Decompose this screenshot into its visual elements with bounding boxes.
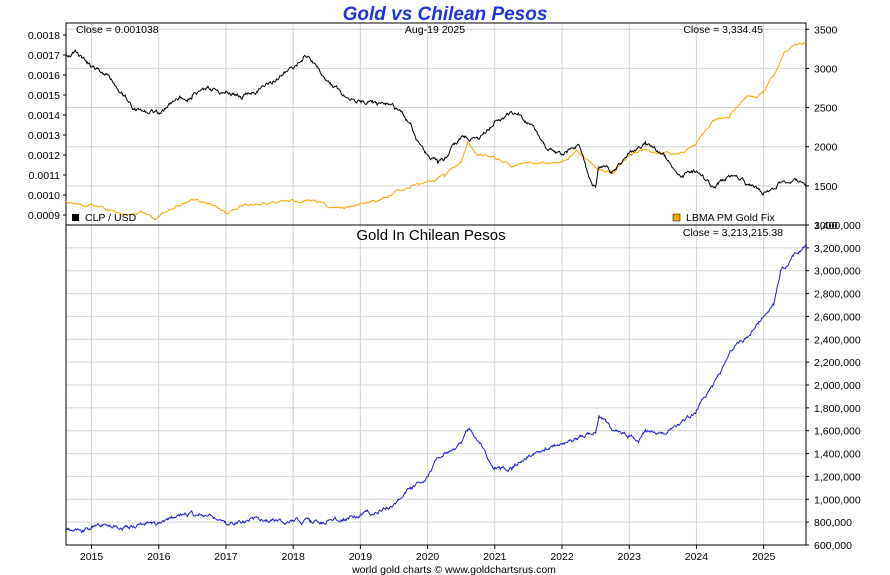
- legend-label-gold-fix: LBMA PM Gold Fix: [686, 212, 775, 224]
- x-tick-label: 2022: [550, 551, 574, 563]
- left-tick-label: 0.0015: [28, 90, 60, 102]
- x-tick-label: 2019: [349, 551, 373, 563]
- x-tick-label: 2018: [281, 551, 305, 563]
- upper-header-right: Close = 3,334.45: [683, 24, 763, 36]
- right-tick-label: 3000: [814, 63, 838, 75]
- lower-header-right: Close = 3,213,215.38: [683, 227, 783, 239]
- x-tick-label: 2015: [80, 551, 104, 563]
- lower-right-tick-label: 2,200,000: [814, 357, 861, 369]
- lower-right-tick-label: 3,200,000: [814, 243, 861, 255]
- upper-plot-frame: [65, 22, 807, 226]
- x-tick-label: 2023: [618, 551, 642, 563]
- left-tick-label: 0.0018: [28, 30, 60, 42]
- x-tick-label: 2021: [483, 551, 507, 563]
- lower-right-tick-label: 2,000,000: [814, 380, 861, 392]
- legend-swatch-clp-usd: [72, 214, 79, 221]
- right-tick-label: 3500: [814, 24, 838, 36]
- upper-series-lines: [65, 41, 807, 220]
- x-tick-label: 2017: [214, 551, 238, 563]
- x-tick-label: 2020: [416, 551, 440, 563]
- x-tick-label: 2024: [685, 551, 709, 563]
- lower-right-axis: 600,000 800,000 1,000,000 1,200,000 1,400,00…: [806, 220, 861, 552]
- series-line-clp-usd: [65, 49, 807, 196]
- left-tick-label: 0.0014: [28, 110, 60, 122]
- lower-series-lines: [65, 244, 807, 534]
- left-tick-label: 0.0010: [28, 190, 60, 202]
- legend-label-clp-usd: CLP / USD: [85, 212, 137, 224]
- right-tick-label: 1000: [814, 220, 838, 232]
- lower-right-tick-label: 1,400,000: [814, 449, 861, 461]
- left-tick-label: 0.0013: [28, 130, 60, 142]
- lower-right-tick-label: 2,600,000: [814, 311, 861, 323]
- left-tick-label: 0.0017: [28, 50, 60, 62]
- lower-right-tick-label: 1,000,000: [814, 494, 861, 506]
- upper-grid: [66, 23, 806, 226]
- lower-right-tick-label: 800,000: [814, 517, 852, 529]
- x-tick-label: 2016: [147, 551, 171, 563]
- lower-right-tick-label: 600,000: [814, 540, 852, 552]
- lower-right-tick-label: 2,400,000: [814, 334, 861, 346]
- right-tick-label: 1500: [814, 181, 838, 193]
- right-tick-label: 2000: [814, 142, 838, 154]
- footer-credit: world gold charts © www.goldchartsrus.co…: [351, 564, 556, 575]
- lower-grid: [66, 224, 806, 546]
- left-tick-label: 0.0012: [28, 150, 60, 162]
- right-tick-label: 2500: [814, 103, 838, 115]
- lower-right-tick-label: 1,600,000: [814, 426, 861, 438]
- chart-title: Gold vs Chilean Pesos: [343, 4, 548, 25]
- lower-right-tick-label: 2,800,000: [814, 289, 861, 301]
- lower-right-tick-label: 3,000,000: [814, 266, 861, 278]
- lower-right-tick-label: 3,400,000: [814, 220, 861, 232]
- upper-header-left: Close = 0.001038: [76, 24, 159, 36]
- upper-right-axis: 1000 1500 2000 2500 3000 3500: [806, 24, 838, 232]
- x-axis: 2015 2016 2017 2018 2019 2020 2021 2022 2023 2024…: [80, 545, 776, 563]
- left-tick-label: 0.0016: [28, 70, 60, 82]
- series-line-gold-in-clp: [65, 244, 807, 534]
- upper-header-center: Aug-19 2025: [405, 24, 465, 36]
- left-tick-label: 0.0009: [28, 210, 60, 222]
- left-tick-label: 0.0011: [29, 170, 60, 182]
- upper-left-axis: 0.0009 0.0010 0.0011 0.0012 0.0013 0.0014 0.00…: [28, 30, 66, 222]
- lower-right-tick-label: 1,800,000: [814, 403, 861, 415]
- lower-chart-title: Gold In Chilean Pesos: [356, 227, 505, 244]
- legend-swatch-gold-fix: [672, 213, 681, 222]
- x-tick-label: 2025: [752, 551, 776, 563]
- lower-right-tick-label: 1,200,000: [814, 471, 861, 483]
- series-line-gold-fix: [65, 41, 807, 220]
